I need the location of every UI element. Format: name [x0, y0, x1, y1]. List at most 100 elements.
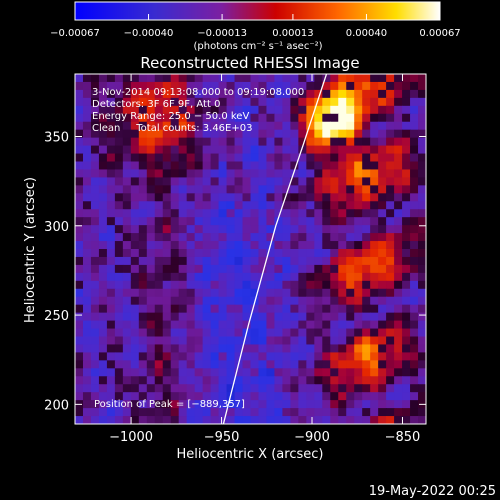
heatmap-cell	[194, 97, 204, 107]
heatmap-cell	[162, 105, 172, 115]
heatmap-cell	[402, 233, 411, 242]
heatmap-cell	[314, 320, 323, 330]
heatmap-cell	[130, 89, 140, 99]
heatmap-cell	[114, 217, 124, 226]
heatmap-cell	[322, 129, 331, 139]
heatmap-cell	[82, 129, 92, 139]
heatmap-cell	[138, 241, 148, 250]
heatmap-cell	[234, 336, 244, 346]
heatmap-cell	[370, 320, 379, 330]
heatmap-cell	[234, 344, 244, 353]
heatmap-cell	[75, 233, 84, 242]
heatmap-cell	[162, 225, 172, 234]
heatmap-cell	[322, 74, 331, 83]
heatmap-cell	[186, 113, 196, 123]
heatmap-cell	[162, 280, 172, 290]
heatmap-cell	[98, 304, 108, 314]
heatmap-cell	[75, 280, 84, 290]
heatmap-cell	[346, 296, 355, 306]
heatmap-cell	[282, 256, 291, 266]
heatmap-cell	[194, 392, 204, 401]
heatmap-cell	[330, 288, 339, 298]
heatmap-cell	[146, 105, 156, 115]
heatmap-cell	[114, 272, 124, 282]
heatmap-cell	[274, 416, 284, 424]
heatmap-cell	[266, 129, 276, 139]
heatmap-cell	[370, 392, 379, 401]
heatmap-cell	[170, 328, 180, 338]
heatmap-cell	[162, 89, 172, 99]
heatmap-cell	[178, 320, 188, 330]
heatmap-cell	[90, 264, 100, 274]
heatmap-cell	[314, 177, 323, 186]
heatmap-cell	[242, 74, 252, 83]
heatmap-cell	[90, 368, 100, 377]
heatmap-cell	[82, 352, 92, 361]
heatmap-cell	[410, 384, 419, 393]
heatmap-cell	[314, 201, 323, 210]
heatmap-cell	[98, 288, 108, 298]
annotation-peak-position: Position of Peak = [−889,357]	[94, 399, 245, 410]
heatmap-cell	[202, 137, 212, 147]
heatmap-cell	[370, 288, 379, 298]
heatmap-cell	[114, 264, 124, 274]
heatmap-cell	[98, 320, 108, 330]
heatmap-cell	[274, 384, 284, 393]
heatmap-cell	[202, 249, 212, 258]
heatmap-cell	[362, 233, 371, 242]
heatmap-cell	[178, 113, 188, 123]
heatmap-cell	[298, 344, 307, 353]
heatmap-cell	[234, 296, 244, 306]
heatmap-cell	[194, 153, 204, 163]
heatmap-cell	[410, 304, 419, 314]
heatmap-cell	[250, 81, 260, 91]
heatmap-cell	[242, 81, 252, 91]
heatmap-cell	[330, 400, 339, 409]
heatmap-cell	[210, 384, 220, 393]
heatmap-cell	[290, 161, 299, 171]
heatmap-cell	[122, 74, 132, 83]
heatmap-cell	[338, 177, 347, 186]
heatmap-cell	[386, 185, 395, 194]
heatmap-cell	[330, 153, 339, 163]
heatmap-cell	[234, 74, 244, 83]
heatmap-cell	[162, 360, 172, 369]
heatmap-cell	[354, 280, 363, 290]
heatmap-cell	[370, 129, 379, 139]
heatmap-cell	[202, 280, 212, 290]
heatmap-cell	[274, 113, 284, 123]
heatmap-cell	[362, 185, 371, 194]
heatmap-cell	[170, 272, 180, 282]
heatmap-cell	[202, 296, 212, 306]
heatmap-cell	[218, 416, 228, 424]
heatmap-cell	[226, 296, 236, 306]
heatmap-cell	[210, 185, 220, 194]
heatmap-cell	[210, 105, 220, 115]
heatmap-cell	[75, 193, 84, 202]
heatmap-cell	[410, 74, 419, 83]
heatmap-cell	[418, 209, 426, 218]
heatmap-cell	[75, 368, 84, 377]
heatmap-cell	[418, 320, 426, 330]
heatmap-cell	[258, 121, 268, 131]
heatmap-cell	[362, 256, 371, 266]
heatmap-cell	[378, 153, 387, 163]
heatmap-cell	[138, 256, 148, 266]
heatmap-cell	[410, 280, 419, 290]
heatmap-cell	[306, 280, 315, 290]
heatmap-cell	[170, 74, 180, 83]
heatmap-cell	[410, 105, 419, 115]
heatmap-cell	[82, 368, 92, 377]
heatmap-cell	[386, 304, 395, 314]
heatmap-cell	[186, 137, 196, 147]
heatmap-cell	[154, 113, 164, 123]
heatmap-cell	[146, 201, 156, 210]
heatmap-cell	[314, 169, 323, 178]
heatmap-cell	[242, 233, 252, 242]
heatmap-cell	[290, 408, 299, 417]
heatmap-cell	[250, 392, 260, 401]
heatmap-cell	[362, 241, 371, 250]
heatmap-cell	[82, 360, 92, 369]
heatmap-cell	[354, 416, 363, 424]
heatmap-cell	[330, 256, 339, 266]
